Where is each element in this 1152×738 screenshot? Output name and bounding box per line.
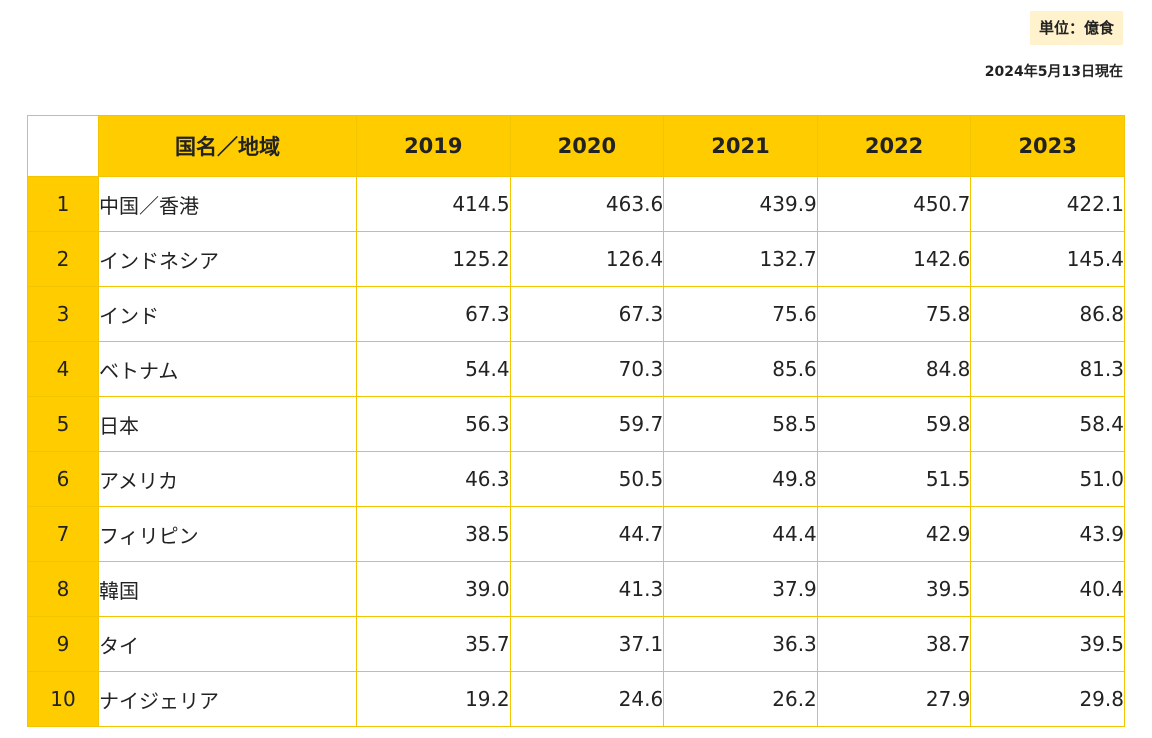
rank-cell: 2: [27, 231, 99, 287]
value-cell: 43.9: [970, 506, 1125, 562]
value-cell: 56.3: [356, 396, 511, 452]
year-header: 2021: [663, 115, 818, 177]
value-cell: 37.1: [509, 616, 665, 672]
year-header: 2020: [509, 115, 665, 177]
country-cell: ベトナム: [98, 341, 357, 397]
country-cell: 韓国: [98, 561, 357, 617]
table-row: 10 ナイジェリア 19.2 24.6 26.2 27.9 29.8: [27, 671, 1125, 727]
value-cell: 75.8: [816, 286, 972, 342]
table-row: 4 ベトナム 54.4 70.3 85.6 84.8 81.3: [27, 341, 1125, 397]
value-cell: 38.5: [356, 506, 511, 562]
rank-cell: 7: [27, 506, 99, 562]
value-cell: 44.4: [663, 506, 818, 562]
country-header: 国名／地域: [98, 115, 357, 177]
value-cell: 86.8: [970, 286, 1125, 342]
value-cell: 81.3: [970, 341, 1125, 397]
value-cell: 51.5: [816, 451, 972, 507]
value-cell: 84.8: [816, 341, 972, 397]
table-row: 9 タイ 35.7 37.1 36.3 38.7 39.5: [27, 616, 1125, 672]
value-cell: 35.7: [356, 616, 511, 672]
value-cell: 414.5: [356, 176, 511, 232]
table-row: 8 韓国 39.0 41.3 37.9 39.5 40.4: [27, 561, 1125, 617]
value-cell: 24.6: [509, 671, 665, 727]
country-cell: 中国／香港: [98, 176, 357, 232]
table-row: 5 日本 56.3 59.7 58.5 59.8 58.4: [27, 396, 1125, 452]
as-of-date: 2024年5月13日現在: [984, 64, 1123, 80]
value-cell: 58.4: [970, 396, 1125, 452]
value-cell: 39.0: [356, 561, 511, 617]
country-cell: アメリカ: [98, 451, 357, 507]
value-cell: 439.9: [663, 176, 818, 232]
rank-cell: 10: [27, 671, 99, 727]
value-cell: 70.3: [509, 341, 665, 397]
value-cell: 40.4: [970, 561, 1125, 617]
header-row: 国名／地域 2019 2020 2021 2022 2023: [27, 115, 1125, 177]
rank-cell: 6: [27, 451, 99, 507]
value-cell: 142.6: [816, 231, 972, 287]
value-cell: 39.5: [816, 561, 972, 617]
value-cell: 145.4: [970, 231, 1125, 287]
value-cell: 26.2: [663, 671, 818, 727]
value-cell: 125.2: [356, 231, 511, 287]
corner-cell: [27, 115, 99, 177]
country-cell: インド: [98, 286, 357, 342]
value-cell: 44.7: [509, 506, 665, 562]
value-cell: 54.4: [356, 341, 511, 397]
value-cell: 450.7: [816, 176, 972, 232]
table-row: 2 インドネシア 125.2 126.4 132.7 142.6 145.4: [27, 231, 1125, 287]
value-cell: 132.7: [663, 231, 818, 287]
value-cell: 29.8: [970, 671, 1125, 727]
value-cell: 67.3: [356, 286, 511, 342]
rank-cell: 8: [27, 561, 99, 617]
unit-badge: 単位：億食: [1029, 11, 1123, 45]
value-cell: 49.8: [663, 451, 818, 507]
table-row: 7 フィリピン 38.5 44.7 44.4 42.9 43.9: [27, 506, 1125, 562]
value-cell: 27.9: [816, 671, 972, 727]
value-cell: 50.5: [509, 451, 665, 507]
value-cell: 41.3: [509, 561, 665, 617]
country-cell: インドネシア: [98, 231, 357, 287]
table-row: 1 中国／香港 414.5 463.6 439.9 450.7 422.1: [27, 176, 1125, 232]
rank-cell: 5: [27, 396, 99, 452]
year-header: 2019: [356, 115, 511, 177]
value-cell: 463.6: [509, 176, 665, 232]
table-body: 1 中国／香港 414.5 463.6 439.9 450.7 422.1 2 インドネシア 12…: [27, 176, 1125, 727]
value-cell: 422.1: [970, 176, 1125, 232]
value-cell: 46.3: [356, 451, 511, 507]
value-cell: 36.3: [663, 616, 818, 672]
rank-cell: 4: [27, 341, 99, 397]
rank-cell: 1: [27, 176, 99, 232]
value-cell: 42.9: [816, 506, 972, 562]
value-cell: 85.6: [663, 341, 818, 397]
country-cell: フィリピン: [98, 506, 357, 562]
value-cell: 51.0: [970, 451, 1125, 507]
value-cell: 38.7: [816, 616, 972, 672]
table-row: 3 インド 67.3 67.3 75.6 75.8 86.8: [27, 286, 1125, 342]
year-header: 2023: [970, 115, 1125, 177]
country-cell: 日本: [98, 396, 357, 452]
country-cell: タイ: [98, 616, 357, 672]
value-cell: 59.7: [509, 396, 665, 452]
value-cell: 59.8: [816, 396, 972, 452]
value-cell: 39.5: [970, 616, 1125, 672]
year-header: 2022: [816, 115, 972, 177]
value-cell: 58.5: [663, 396, 818, 452]
data-table: 国名／地域 2019 2020 2021 2022 2023 1 中国／香港 414…: [27, 115, 1125, 727]
value-cell: 75.6: [663, 286, 818, 342]
country-cell: ナイジェリア: [98, 671, 357, 727]
table-header: 国名／地域 2019 2020 2021 2022 2023: [27, 115, 1125, 177]
value-cell: 37.9: [663, 561, 818, 617]
rank-cell: 3: [27, 286, 99, 342]
table-row: 6 アメリカ 46.3 50.5 49.8 51.5 51.0: [27, 451, 1125, 507]
value-cell: 67.3: [509, 286, 665, 342]
rank-cell: 9: [27, 616, 99, 672]
value-cell: 126.4: [509, 231, 665, 287]
value-cell: 19.2: [356, 671, 511, 727]
